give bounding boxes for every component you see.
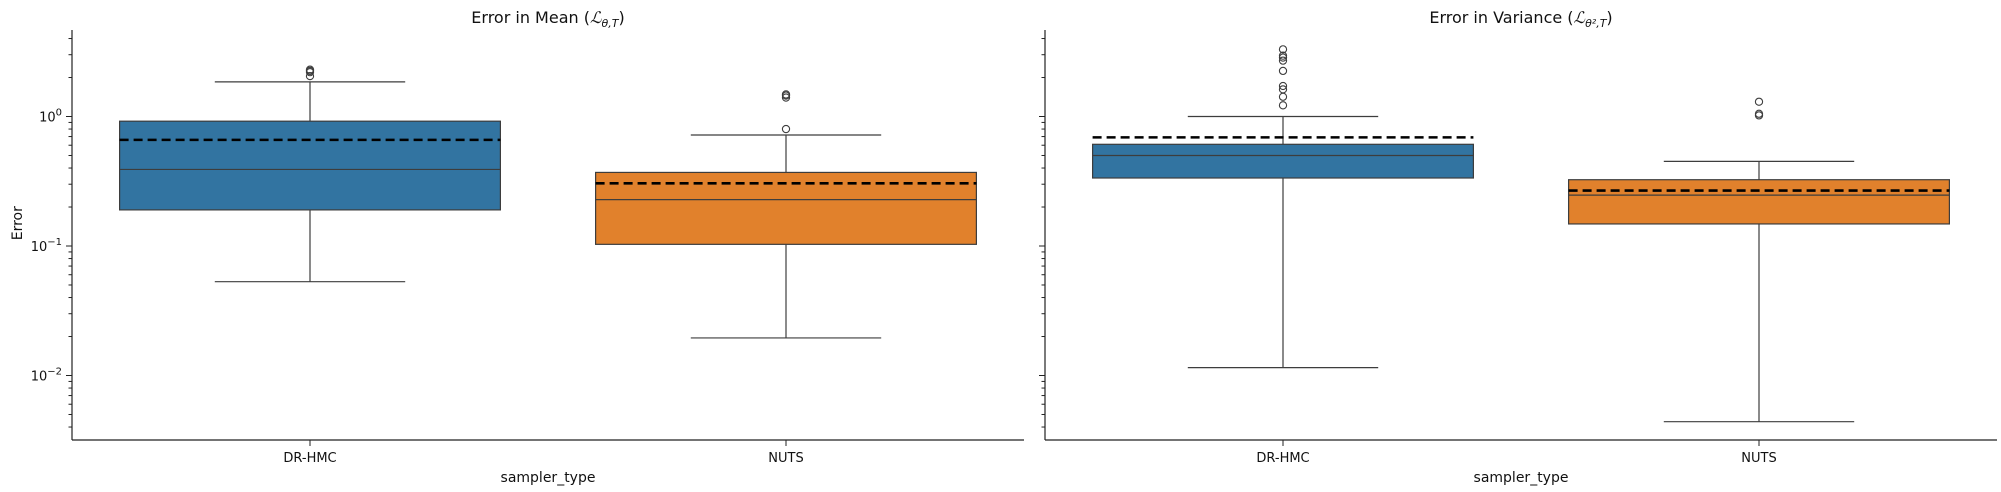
panel-1: Error in Variance (ℒθ²,T) sampler_type DR-… — [1039, 8, 1997, 486]
title-subscript: θ²,T — [1585, 17, 1608, 30]
x-tick-label: NUTS — [768, 451, 803, 466]
outlier-point — [781, 124, 791, 134]
outlier-point — [1278, 81, 1288, 91]
box-group-dr-hmc: DR-HMC — [118, 65, 501, 466]
y-tick-label: 100 — [39, 108, 62, 126]
box-group-nuts: NUTS — [1567, 97, 1950, 466]
x-tick-label: DR-HMC — [283, 451, 336, 466]
x-axis-label: sampler_type — [1474, 470, 1569, 486]
box-group-dr-hmc: DR-HMC — [1091, 45, 1474, 466]
iqr-box — [118, 120, 501, 211]
panel-0: Error in Mean (ℒθ,T) 10−2 10−1 100 Error samp… — [10, 8, 1024, 486]
outlier-point — [305, 71, 315, 81]
outlier-point — [1278, 45, 1288, 54]
panel-title: Error in Mean (ℒθ,T) — [471, 8, 624, 30]
outlier-point — [1278, 101, 1288, 110]
x-tick-label: NUTS — [1741, 451, 1776, 466]
title-subscript: θ,T — [602, 17, 620, 30]
iqr-box — [1091, 143, 1474, 179]
outlier-point — [781, 90, 791, 99]
y-tick-label: 10−1 — [31, 237, 62, 255]
outlier-point — [1754, 97, 1764, 106]
outlier-point — [1278, 85, 1288, 94]
iqr-box — [1567, 179, 1950, 225]
y-axis-label: Error — [10, 206, 26, 240]
outlier-point — [1278, 56, 1288, 65]
outlier-point — [1754, 111, 1764, 120]
y-tick-label: 10−2 — [31, 367, 62, 385]
outlier-point — [1278, 66, 1288, 76]
x-axis-label: sampler_type — [501, 470, 596, 486]
outlier-point — [305, 65, 315, 74]
outlier-point — [1278, 51, 1288, 60]
outlier-point — [1278, 92, 1288, 101]
box-group-nuts: NUTS — [594, 90, 977, 466]
outlier-point — [1754, 109, 1764, 118]
x-tick-label: DR-HMC — [1256, 451, 1309, 466]
panel-title: Error in Variance (ℒθ²,T) — [1429, 8, 1612, 30]
